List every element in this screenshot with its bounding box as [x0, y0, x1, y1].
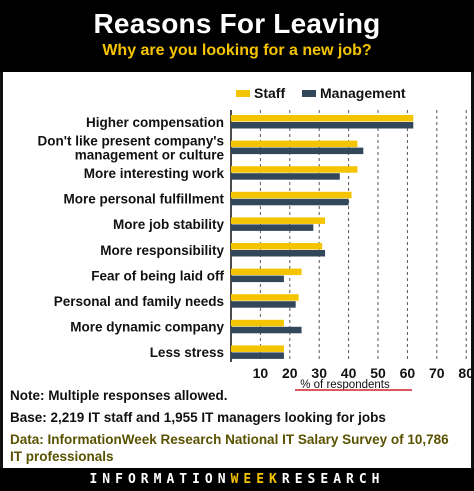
x-tick-label-3: 30 — [311, 365, 327, 381]
category-label-1: Higher compensation — [86, 115, 224, 130]
chart-header: Reasons For Leaving Why are you looking … — [0, 0, 474, 72]
note-base: Base: 2,219 IT staff and 1,955 IT manage… — [10, 410, 386, 425]
bar-3-2 — [231, 173, 340, 180]
bar-4-1 — [231, 191, 352, 199]
note-multiple-responses: Note: Multiple responses allowed. — [10, 388, 228, 403]
bar-chart: Staff Management Higher compensation Don't … — [38, 85, 474, 391]
bar-6-2 — [231, 250, 326, 257]
bar-4-2 — [231, 198, 349, 206]
x-axis-label: % of respondents — [300, 379, 390, 391]
category-label-10: Less stress — [150, 345, 224, 360]
footer-brand-week: WEEK — [230, 472, 282, 487]
category-label-6: More responsibility — [100, 243, 224, 258]
footer-brand: INFORMATIONWEEKRESEARCH — [0, 468, 474, 491]
x-tick-label-1: 10 — [253, 365, 269, 381]
chart-title: Reasons For Leaving — [93, 8, 381, 39]
category-label-3: More interesting work — [84, 166, 225, 181]
category-label-2-2: management or culture — [75, 147, 225, 162]
bar-2-2 — [231, 147, 364, 155]
legend-swatch-1 — [236, 90, 250, 97]
category-label-9: More dynamic company — [70, 320, 224, 335]
x-tick-label-6: 60 — [400, 365, 416, 381]
bar-3-1 — [231, 166, 358, 173]
bar-7-2 — [231, 275, 284, 283]
chart-subtitle: Why are you looking for a new job? — [102, 42, 372, 59]
legend-label-1: Staff — [254, 85, 285, 101]
legend-label-2: Management — [320, 85, 406, 101]
legend-swatch-2 — [302, 90, 316, 97]
bar-8-1 — [231, 294, 299, 301]
bar-9-2 — [231, 326, 302, 334]
bar-2-1 — [231, 140, 358, 148]
x-tick-label-8: 80 — [458, 365, 474, 381]
category-label-2-1: Don't like present company's — [38, 133, 224, 148]
footer-brand-information: INFORMATION — [89, 472, 231, 487]
x-tick-label-4: 40 — [341, 365, 357, 381]
bar-6-1 — [231, 243, 323, 250]
bar-1-2 — [231, 122, 414, 129]
category-label-7: Fear of being laid off — [91, 268, 224, 283]
category-label-4: More personal fulfillment — [63, 192, 224, 207]
footer-brand-research: RESEARCH — [281, 472, 385, 487]
category-label-5: More job stability — [113, 217, 225, 232]
x-tick-label-5: 50 — [370, 365, 386, 381]
bar-1-1 — [231, 115, 414, 122]
bar-7-1 — [231, 268, 302, 276]
bar-10-2 — [231, 352, 284, 359]
x-tick-label-7: 70 — [429, 365, 445, 381]
bar-8-2 — [231, 301, 296, 308]
bar-5-2 — [231, 224, 314, 231]
bar-5-1 — [231, 217, 326, 224]
category-label-8: Personal and family needs — [54, 294, 224, 309]
bar-10-1 — [231, 345, 284, 352]
note-data-source: Data: InformationWeek Research National … — [10, 432, 449, 464]
bar-9-1 — [231, 319, 284, 327]
x-tick-label-2: 20 — [282, 365, 298, 381]
